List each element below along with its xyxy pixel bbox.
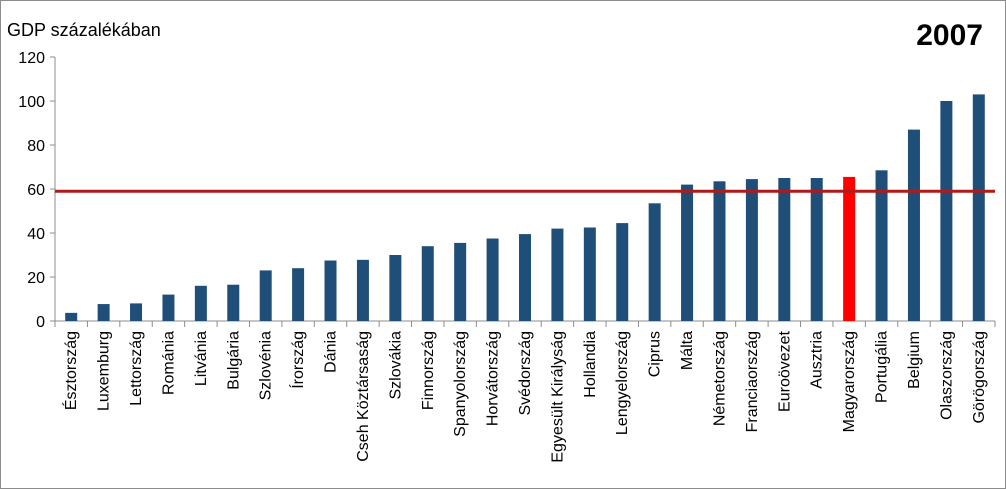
x-tick-label: Málta <box>679 331 696 370</box>
x-tick-label: Magyarország <box>841 331 858 432</box>
bar <box>519 234 531 321</box>
bar <box>713 181 726 321</box>
bar <box>972 94 985 322</box>
x-tick-label: Hollandia <box>582 331 599 398</box>
x-tick-label: Euroövezet <box>776 330 793 411</box>
bar <box>810 178 823 321</box>
bar <box>616 223 629 321</box>
x-tick-label: Olaszország <box>938 331 955 420</box>
bar <box>648 203 661 321</box>
chart-title-year: 2007 <box>916 19 983 52</box>
x-tick-label: Belgium <box>906 331 923 389</box>
x-tick-label: Dánia <box>323 331 340 373</box>
y-tick-label: 0 <box>36 314 45 331</box>
x-tick-label: Írország <box>288 331 307 389</box>
y-tick-label: 40 <box>27 226 45 243</box>
x-tick-label: Németország <box>711 331 728 426</box>
x-tick-label: Litvánia <box>193 331 210 386</box>
y-tick-label: 120 <box>18 50 45 67</box>
x-tick-label: Lettország <box>128 331 145 406</box>
bar <box>875 170 888 321</box>
x-tick-label: Svédország <box>517 331 534 416</box>
bar <box>194 285 207 321</box>
x-tick-label: Bulgária <box>225 331 242 390</box>
bar <box>486 238 499 321</box>
x-tick-label: Szlovákia <box>387 331 404 400</box>
x-tick-label: Horvátország <box>485 331 502 426</box>
x-tick-label: Szlovénia <box>258 331 275 400</box>
x-tick-label: Cseh Köztársaság <box>355 331 372 462</box>
y-axis-label: GDP százalékában <box>7 20 161 40</box>
bar <box>227 284 240 321</box>
bar <box>681 184 694 321</box>
x-tick-label: Lengyelország <box>614 331 631 435</box>
bar <box>778 178 791 321</box>
x-tick-label: Franciaország <box>744 331 761 432</box>
bar <box>292 268 305 321</box>
bar <box>454 242 467 321</box>
x-tick-label: Finnország <box>420 331 437 410</box>
bar <box>583 227 596 321</box>
x-tick-label: Spanyolország <box>452 331 469 437</box>
bar <box>421 246 434 321</box>
bar <box>843 176 856 321</box>
x-tick-label: Észtország <box>61 331 80 410</box>
x-tick-label: Ausztria <box>809 331 826 389</box>
y-tick-label: 80 <box>27 138 45 155</box>
bar <box>259 270 272 321</box>
bar <box>356 259 369 321</box>
bar <box>745 179 758 321</box>
x-tick-label: Görögország <box>971 331 988 424</box>
bar <box>130 303 143 321</box>
x-tick-label: Luxemburg <box>96 331 113 411</box>
bar <box>162 294 175 321</box>
x-tick-label: Egyesült Királyság <box>549 331 566 463</box>
bar <box>940 101 953 321</box>
bar <box>97 304 110 321</box>
y-tick-label: 60 <box>27 182 45 199</box>
x-tick-label: Románia <box>160 331 177 395</box>
bar <box>65 312 78 321</box>
bar <box>907 129 920 321</box>
bar <box>389 255 402 321</box>
x-tick-label: Ciprus <box>647 331 664 377</box>
bar <box>551 228 564 321</box>
x-tick-label: Portugália <box>874 331 891 403</box>
y-tick-label: 100 <box>18 94 45 111</box>
bar <box>324 260 337 321</box>
y-tick-label: 20 <box>27 270 45 287</box>
